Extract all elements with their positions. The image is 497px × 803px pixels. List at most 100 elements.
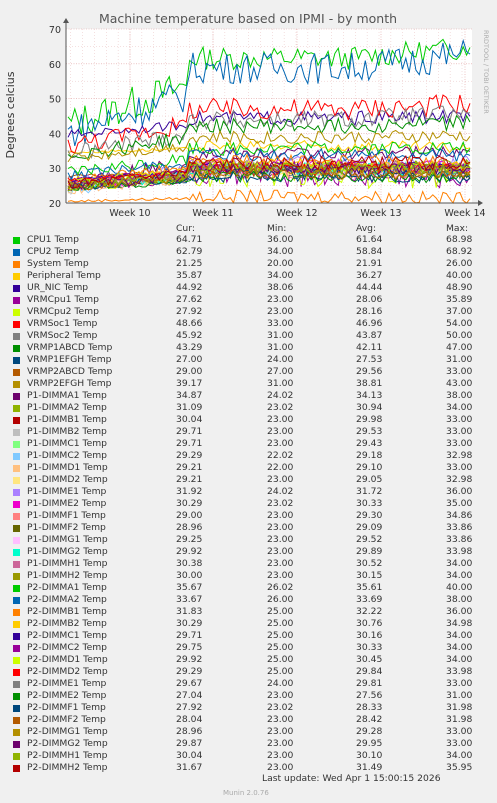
legend-series-name: P2-DIMMG1 Temp — [27, 726, 108, 737]
series-line — [67, 167, 471, 191]
legend-value-cur: 29.00 — [176, 366, 203, 377]
legend-value-avg: 29.81 — [356, 678, 383, 689]
legend-row: P1-DIMMH1 Temp 30.38 23.00 30.52 34.00 — [0, 558, 497, 570]
legend-value-max: 31.00 — [446, 690, 473, 701]
legend-value-cur: 31.83 — [176, 606, 203, 617]
legend-value-min: 31.00 — [267, 330, 294, 341]
y-tick-label: 30 — [49, 164, 61, 175]
legend-series-name: VRMP1ABCD Temp — [27, 342, 113, 353]
legend-value-avg: 31.49 — [356, 762, 383, 773]
legend-value-min: 38.06 — [267, 282, 294, 293]
legend-value-avg: 43.87 — [356, 330, 383, 341]
legend-row: P1-DIMMH2 Temp 30.00 23.00 30.15 34.00 — [0, 570, 497, 582]
legend-swatch — [13, 237, 20, 244]
legend-value-cur: 27.92 — [176, 702, 203, 713]
legend-value-min: 23.00 — [267, 726, 294, 737]
legend-row: System Temp 21.25 20.00 21.91 26.00 — [0, 258, 497, 270]
legend-value-max: 35.95 — [446, 762, 473, 773]
legend-value-max: 32.98 — [446, 450, 473, 461]
legend-series-name: VRMCpu2 Temp — [27, 306, 99, 317]
legend-value-avg: 30.94 — [356, 402, 383, 413]
legend-value-avg: 29.89 — [356, 546, 383, 557]
legend-value-cur: 30.00 — [176, 570, 203, 581]
legend-swatch — [13, 561, 20, 568]
legend-series-name: P2-DIMMC1 Temp — [27, 630, 108, 641]
legend-value-cur: 29.67 — [176, 678, 203, 689]
legend-value-avg: 28.33 — [356, 702, 383, 713]
legend-row: VRMP1ABCD Temp 43.29 31.00 42.11 47.00 — [0, 342, 497, 354]
legend-row: P2-DIMMG2 Temp 29.87 23.00 29.95 33.00 — [0, 738, 497, 750]
legend-swatch — [13, 729, 20, 736]
legend-value-cur: 31.67 — [176, 762, 203, 773]
legend-value-cur: 27.00 — [176, 354, 203, 365]
y-axis-label: Degrees celcius — [4, 71, 17, 158]
legend-row: P2-DIMMB1 Temp 31.83 25.00 32.22 36.00 — [0, 606, 497, 618]
legend-value-min: 31.00 — [267, 378, 294, 389]
legend-series-name: VRMCpu1 Temp — [27, 294, 99, 305]
legend-value-cur: 28.96 — [176, 522, 203, 533]
legend-value-max: 31.00 — [446, 354, 473, 365]
legend-value-min: 25.00 — [267, 630, 294, 641]
legend-series-name: P1-DIMMG1 Temp — [27, 534, 108, 545]
legend-swatch — [13, 525, 20, 532]
legend-series-name: P1-DIMMA2 Temp — [27, 402, 107, 413]
legend-series-name: P2-DIMMC2 Temp — [27, 642, 108, 653]
legend-value-cur: 30.04 — [176, 414, 203, 425]
legend-swatch — [13, 765, 20, 772]
legend-swatch — [13, 285, 20, 292]
legend-value-avg: 42.11 — [356, 342, 383, 353]
legend-row: P2-DIMME1 Temp 29.67 24.00 29.81 33.00 — [0, 678, 497, 690]
legend-swatch — [13, 741, 20, 748]
legend-swatch — [13, 321, 20, 328]
legend-value-avg: 32.22 — [356, 606, 383, 617]
legend-value-avg: 33.69 — [356, 594, 383, 605]
legend-value-avg: 28.42 — [356, 714, 383, 725]
legend-value-avg: 44.44 — [356, 282, 383, 293]
legend-swatch — [13, 417, 20, 424]
legend-swatch — [13, 669, 20, 676]
legend-swatch — [13, 333, 20, 340]
legend-value-max: 33.00 — [446, 366, 473, 377]
legend-swatch — [13, 297, 20, 304]
legend-value-max: 35.89 — [446, 294, 473, 305]
legend-value-avg: 29.95 — [356, 738, 383, 749]
legend-swatch — [13, 549, 20, 556]
legend-value-min: 25.00 — [267, 642, 294, 653]
legend-value-max: 34.00 — [446, 630, 473, 641]
legend-value-min: 23.00 — [267, 414, 294, 425]
chart-title: Machine temperature based on IPMI - by m… — [99, 11, 397, 26]
legend-value-max: 38.00 — [446, 390, 473, 401]
legend-swatch — [13, 261, 20, 268]
col-header-cur: Cur: — [176, 223, 195, 234]
legend-value-min: 23.00 — [267, 714, 294, 725]
legend-value-cur: 33.67 — [176, 594, 203, 605]
legend-series-name: VRMP1EFGH Temp — [27, 354, 112, 365]
legend-value-min: 23.00 — [267, 750, 294, 761]
legend-value-cur: 29.92 — [176, 546, 203, 557]
legend-swatch — [13, 357, 20, 364]
legend-value-min: 34.00 — [267, 270, 294, 281]
x-tick-label: Week 14 — [444, 208, 485, 219]
legend-value-min: 23.00 — [267, 522, 294, 533]
legend-swatch — [13, 753, 20, 760]
legend-value-avg: 29.10 — [356, 462, 383, 473]
legend-value-avg: 30.15 — [356, 570, 383, 581]
legend-value-avg: 30.52 — [356, 558, 383, 569]
legend-row: P2-DIMMD1 Temp 29.92 25.00 30.45 34.00 — [0, 654, 497, 666]
legend-value-max: 33.98 — [446, 546, 473, 557]
legend-value-min: 23.00 — [267, 438, 294, 449]
legend-swatch — [13, 465, 20, 472]
legend-series-name: P2-DIMME1 Temp — [27, 678, 107, 689]
legend-value-avg: 38.81 — [356, 378, 383, 389]
legend-row: P1-DIMMD2 Temp 29.21 23.00 29.05 32.98 — [0, 474, 497, 486]
legend-value-max: 34.00 — [446, 750, 473, 761]
legend-value-min: 23.00 — [267, 534, 294, 545]
legend-value-avg: 58.84 — [356, 246, 383, 257]
legend-value-avg: 29.18 — [356, 450, 383, 461]
legend-value-avg: 27.53 — [356, 354, 383, 365]
legend-value-avg: 29.84 — [356, 666, 383, 677]
series-line — [67, 188, 471, 205]
x-tick-label: Week 10 — [109, 208, 150, 219]
legend-row: P1-DIMME2 Temp 30.29 23.02 30.33 35.00 — [0, 498, 497, 510]
legend-value-cur: 35.87 — [176, 270, 203, 281]
